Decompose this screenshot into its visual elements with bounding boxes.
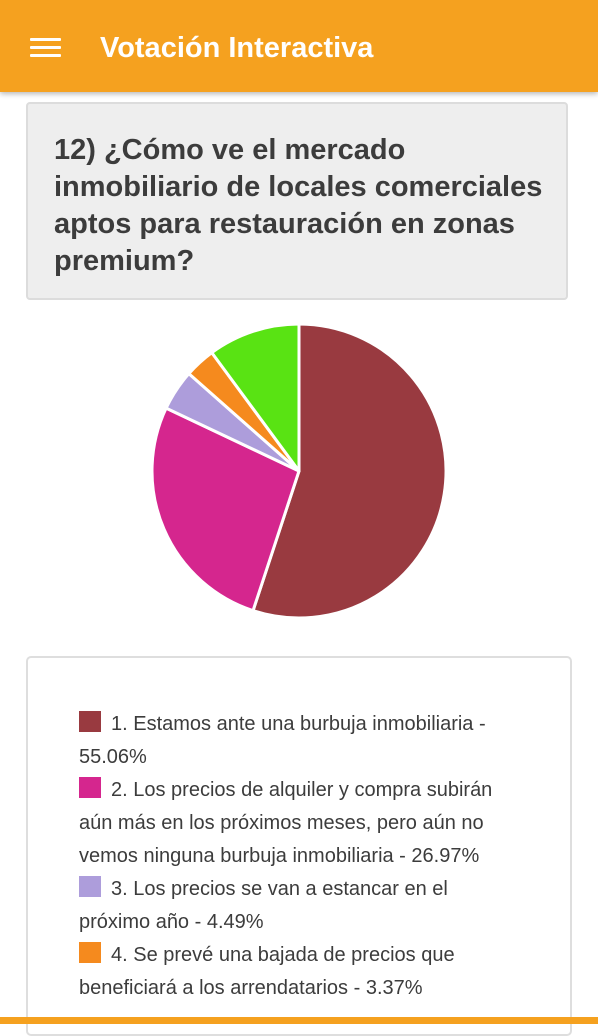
legend-swatch xyxy=(79,942,101,963)
app-title: Votación Interactiva xyxy=(100,32,374,64)
pie-slice-5 xyxy=(210,322,301,473)
legend-item: 1. Estamos ante una burbuja inmobiliaria… xyxy=(79,708,519,774)
results-pie-chart xyxy=(150,322,448,620)
legend-label: 4. Se prevé una bajada de precios que be… xyxy=(79,944,455,999)
legend-label: 3. Los precios se van a estancar en el p… xyxy=(79,878,448,933)
menu-line xyxy=(30,54,61,57)
menu-line xyxy=(30,38,61,41)
legend-label: 1. Estamos ante una burbuja inmobiliaria… xyxy=(79,713,486,768)
legend-item: 4. Se prevé una bajada de precios que be… xyxy=(79,939,519,1005)
hamburger-menu-icon[interactable] xyxy=(30,36,64,62)
legend-card: 1. Estamos ante una burbuja inmobiliaria… xyxy=(26,656,572,1036)
bottom-bar xyxy=(0,1017,598,1024)
pie-slice-1 xyxy=(251,322,448,620)
menu-line xyxy=(30,46,61,49)
legend-item: 3. Los precios se van a estancar en el p… xyxy=(79,873,519,939)
pie-slice-2 xyxy=(150,406,301,613)
legend-label: 2. Los precios de alquiler y compra subi… xyxy=(79,779,493,867)
legend-swatch xyxy=(79,777,101,798)
question-card: 12) ¿Cómo ve el mercado inmobiliario de … xyxy=(26,102,568,300)
question-text: 12) ¿Cómo ve el mercado inmobiliario de … xyxy=(54,134,543,277)
legend-item: 2. Los precios de alquiler y compra subi… xyxy=(79,774,519,873)
app-bar: Votación Interactiva xyxy=(0,0,598,92)
legend-list: 1. Estamos ante una burbuja inmobiliaria… xyxy=(79,708,519,1005)
legend-swatch xyxy=(79,876,101,897)
legend-swatch xyxy=(79,711,101,732)
